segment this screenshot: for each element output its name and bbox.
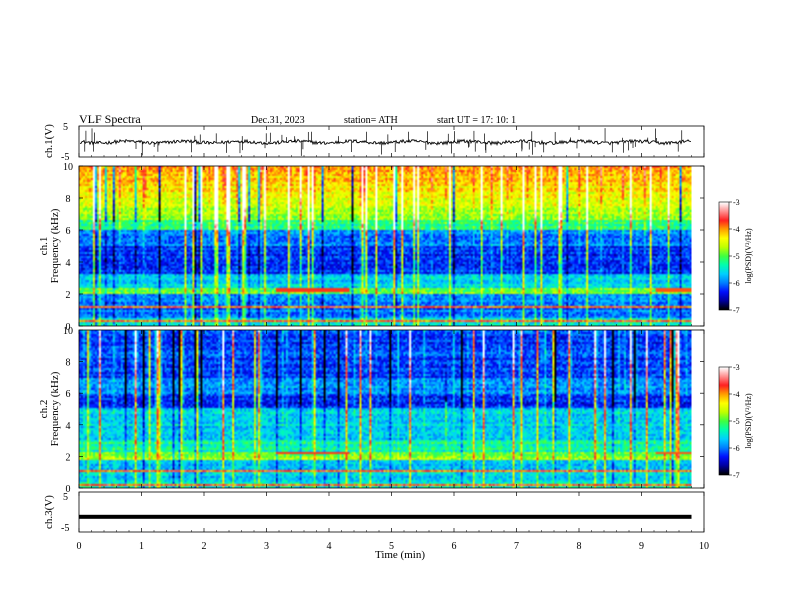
ch1-waveform-ylabel: ch.1(V) <box>43 124 55 158</box>
ch1-colorbar <box>719 202 729 310</box>
freq-tick-label: 4 <box>66 258 71 269</box>
freq-tick-label: 2 <box>66 290 71 301</box>
ch1-waveform-panel: 5 -5 ch.1(V) <box>43 122 705 163</box>
ch3-waveform-trace <box>79 514 692 519</box>
ch2-colorbar <box>719 367 729 475</box>
ch2-spectrogram-ylabel-channel: ch.2 <box>38 400 50 419</box>
freq-tick-label: 6 <box>66 226 71 237</box>
freq-tick-label: 6 <box>66 389 71 400</box>
ch3-ytick-bottom: -5 <box>61 523 69 534</box>
freq-tick-label: 0 <box>66 322 71 333</box>
start-ut-label: start UT = 17: 10: 1 <box>437 115 516 126</box>
x-tick-label: 5 <box>389 541 394 552</box>
x-tick-label: 3 <box>264 541 269 552</box>
colorbar-tick-label: -6 <box>733 279 740 288</box>
ch3-waveform-frame <box>78 491 705 533</box>
colorbar-tick-label: -6 <box>733 444 740 453</box>
x-tick-label: 4 <box>327 541 332 552</box>
colorbar-tick-label: -7 <box>733 306 740 315</box>
ch1-frequency-ticks: 0 2 4 6 8 10 <box>63 162 704 333</box>
ch1-spectrogram-heatmap <box>79 166 692 326</box>
ch1-ytick-top: 5 <box>63 122 68 133</box>
x-tick-label: 9 <box>639 541 644 552</box>
ch2-spectrogram-ylabel-frequency: Frequency (kHz) <box>49 371 61 446</box>
ch1-colorbar-ticks: -3 -4 -5 -6 -7 <box>729 198 740 315</box>
x-tick-label: 2 <box>202 541 207 552</box>
chart-title: VLF Spectra <box>79 112 141 126</box>
freq-tick-label: 8 <box>66 358 71 369</box>
freq-tick-label: 8 <box>66 194 71 205</box>
ch2-spectrogram-heatmap <box>79 330 692 488</box>
colorbar-tick-label: -5 <box>733 252 740 261</box>
colorbar-tick-label: -4 <box>733 225 740 234</box>
x-tick-label: 6 <box>452 541 457 552</box>
time-axis-label: Time (min) <box>375 549 425 561</box>
ch3-waveform-ylabel: ch.3(V) <box>43 495 55 529</box>
ch1-waveform-spikes <box>84 128 683 156</box>
ch2-colorbar-ticks: -3 -4 -5 -6 -7 <box>729 363 740 480</box>
colorbar-tick-label: -3 <box>733 198 740 207</box>
ch1-spectrogram-ylabel-channel: ch.1 <box>38 237 50 256</box>
colorbar-tick-label: -3 <box>733 363 740 372</box>
freq-tick-label: 4 <box>66 421 71 432</box>
ch1-waveform-trace <box>79 138 692 146</box>
freq-tick-label: 2 <box>66 452 71 463</box>
colorbar-tick-label: -5 <box>733 417 740 426</box>
x-tick-label: 1 <box>139 541 144 552</box>
ch3-ytick-top: 5 <box>63 492 68 503</box>
freq-tick-label: 10 <box>63 162 73 173</box>
ch1-colorbar-label: log(PSD)(V²/Hz) <box>744 228 753 284</box>
x-tick-label: 8 <box>577 541 582 552</box>
station-label: station= ATH <box>344 115 398 126</box>
ch1-spectrogram-ylabel-frequency: Frequency (kHz) <box>49 208 61 283</box>
x-tick-label: 0 <box>77 541 82 552</box>
colorbar-tick-label: -7 <box>733 471 740 480</box>
freq-tick-label: 0 <box>66 484 71 495</box>
date-label: Dec.31, 2023 <box>251 115 305 126</box>
x-tick-label: 10 <box>699 541 709 552</box>
ch2-frequency-ticks: 0 2 4 6 8 10 <box>63 326 704 495</box>
ch1-ytick-bottom: -5 <box>61 152 69 163</box>
x-tick-label: 7 <box>514 541 519 552</box>
ch2-colorbar-label: log(PSD)(V²/Hz) <box>744 393 753 449</box>
time-axis-ticks: 0 1 2 3 4 5 6 7 8 9 10 <box>77 126 709 552</box>
ch3-waveform-panel: 5 -5 ch.3(V) <box>43 491 705 534</box>
colorbar-tick-label: -4 <box>733 390 740 399</box>
freq-tick-label: 10 <box>63 326 73 337</box>
